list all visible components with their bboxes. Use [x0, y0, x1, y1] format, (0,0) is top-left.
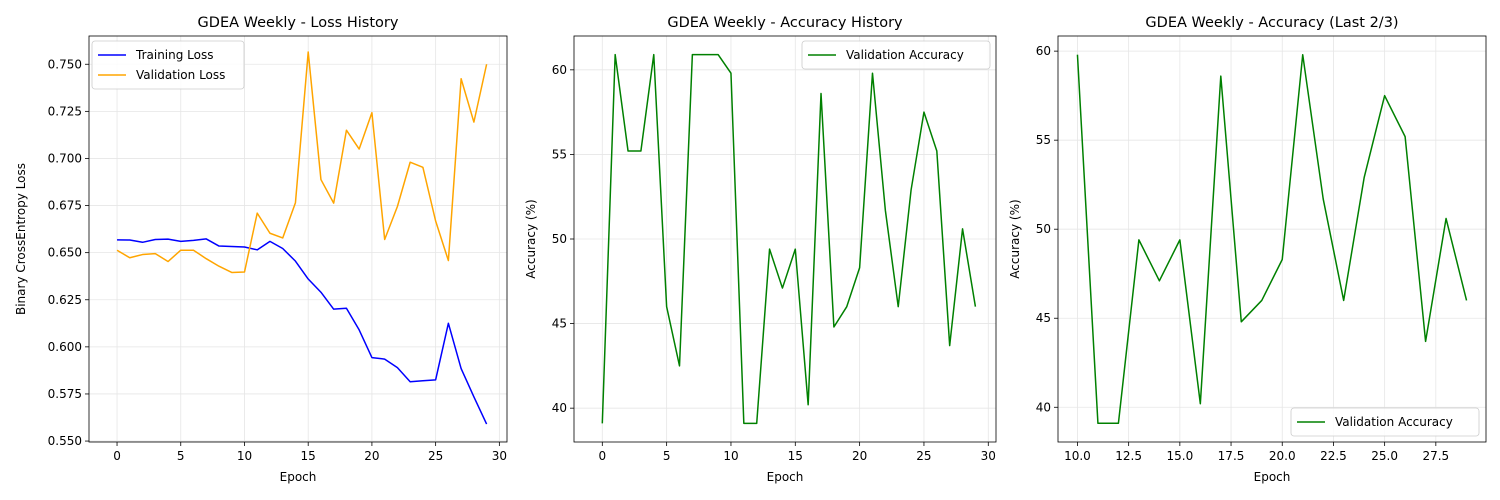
x-axis-label: Epoch: [767, 470, 804, 484]
x-tick-label: 10.0: [1064, 449, 1091, 463]
x-tick-label: 5: [663, 449, 671, 463]
legend-label: Validation Accuracy: [846, 48, 964, 62]
x-tick-label: 5: [177, 449, 185, 463]
legend-box: [1290, 407, 1480, 437]
x-tick-label: 0: [113, 449, 121, 463]
series-line-2: [116, 51, 488, 274]
legend-label: Validation Accuracy: [1335, 415, 1453, 429]
x-tick-label: 25: [916, 449, 931, 463]
x-tick-label: 22.5: [1320, 449, 1347, 463]
plot-frame: [1057, 35, 1487, 443]
y-tick-label: 0.725: [48, 104, 82, 118]
legend: Validation Accuracy: [1290, 407, 1480, 437]
series-line-1: [1076, 53, 1468, 425]
chart-title: GDEA Weekly - Loss History: [198, 15, 399, 31]
y-tick-label: 40: [1036, 400, 1051, 414]
x-tick-label: 20: [364, 449, 379, 463]
x-tick-label: 0: [598, 449, 606, 463]
x-tick-label: 15.0: [1166, 449, 1193, 463]
x-tick-label: 15: [301, 449, 316, 463]
y-tick-label: 0.700: [48, 151, 82, 165]
x-tick-label: 10: [237, 449, 252, 463]
series-line-1: [601, 53, 977, 425]
y-axis-label: Accuracy (%): [1008, 199, 1022, 278]
chart-panel-2: 0 5 10 15 20 25 30 40 45 50 55 60 GDEA Weekly - Accu…: [524, 15, 997, 484]
y-tick-label: 0.550: [48, 434, 82, 448]
chart-panel-1: 0 5 10 15 20 25 30 0.550 0.575 0.600 0.625 0.650 0.6…: [14, 15, 508, 484]
legend-label: Training Loss: [135, 48, 213, 62]
y-tick-label: 0.575: [48, 387, 82, 401]
y-tick-label: 55: [552, 147, 567, 161]
x-tick-label: 25: [428, 449, 443, 463]
y-tick-label: 0.625: [48, 293, 82, 307]
x-axis-label: Epoch: [280, 470, 317, 484]
legend-box: [801, 40, 991, 70]
x-tick-label: 27.5: [1422, 449, 1449, 463]
x-tick-label: 20.0: [1269, 449, 1296, 463]
y-tick-label: 60: [552, 63, 567, 77]
y-axis-label: Accuracy (%): [524, 199, 538, 278]
x-tick-label: 30: [981, 449, 996, 463]
x-tick-label: 12.5: [1115, 449, 1142, 463]
chart-title: GDEA Weekly - Accuracy History: [667, 15, 903, 31]
y-tick-label: 60: [1036, 44, 1051, 58]
y-tick-label: 50: [1036, 222, 1051, 236]
series-line-1: [117, 238, 488, 425]
x-tick-label: 15: [788, 449, 803, 463]
x-tick-label: 20: [852, 449, 867, 463]
y-tick-label: 45: [1036, 311, 1051, 325]
y-tick-label: 45: [552, 317, 567, 331]
y-axis-label: Binary CrossEntropy Loss: [14, 163, 28, 315]
x-axis-label: Epoch: [1254, 470, 1291, 484]
y-tick-label: 0.750: [48, 57, 82, 71]
y-tick-label: 0.650: [48, 246, 82, 260]
x-tick-label: 25.0: [1371, 449, 1398, 463]
y-tick-label: 0.600: [48, 340, 82, 354]
plot-frame: [88, 35, 508, 443]
chart-panel-3: 10.0 12.5 15.0 17.5 20.0 22.5 25.0 27.5 40 45 50 55…: [1008, 15, 1487, 484]
x-tick-label: 17.5: [1218, 449, 1245, 463]
x-tick-label: 10: [723, 449, 738, 463]
legend: Validation Accuracy: [801, 40, 991, 70]
y-tick-label: 40: [552, 401, 567, 415]
legend-box: [91, 40, 245, 90]
legend-label: Validation Loss: [136, 68, 225, 82]
legend: Training Loss Validation Loss: [91, 40, 245, 90]
x-tick-label: 30: [492, 449, 507, 463]
y-tick-label: 55: [1036, 133, 1051, 147]
chart-title: GDEA Weekly - Accuracy (Last 2/3): [1145, 15, 1398, 31]
y-tick-label: 50: [552, 232, 567, 246]
y-tick-label: 0.675: [48, 199, 82, 213]
